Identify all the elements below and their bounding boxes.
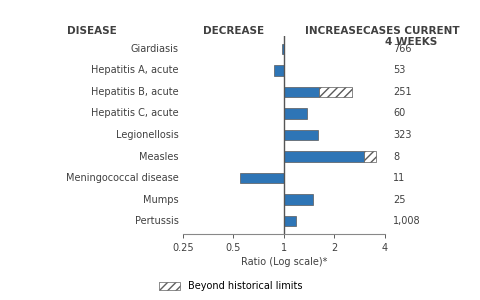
Text: 53: 53 — [392, 65, 405, 75]
Text: 251: 251 — [392, 87, 411, 97]
Text: INCREASE: INCREASE — [305, 26, 362, 35]
Bar — [281, 44, 283, 54]
Text: 11: 11 — [392, 173, 404, 183]
Text: 323: 323 — [392, 130, 410, 140]
Text: Meningococcal disease: Meningococcal disease — [66, 173, 179, 183]
Text: Mumps: Mumps — [143, 195, 179, 205]
Legend: Beyond historical limits: Beyond historical limits — [155, 278, 306, 295]
Text: 8: 8 — [392, 152, 398, 161]
Bar — [363, 151, 375, 162]
Text: DISEASE: DISEASE — [66, 26, 116, 35]
Bar — [283, 151, 363, 162]
Bar — [274, 65, 283, 76]
Text: Hepatitis A, acute: Hepatitis A, acute — [91, 65, 179, 75]
Bar — [283, 130, 317, 140]
Text: Hepatitis B, acute: Hepatitis B, acute — [91, 87, 179, 97]
Bar — [283, 87, 318, 97]
Bar — [283, 108, 307, 119]
Text: Pertussis: Pertussis — [134, 216, 179, 226]
Bar — [240, 173, 283, 183]
Text: 1,008: 1,008 — [392, 216, 420, 226]
Text: 766: 766 — [392, 44, 410, 54]
Bar — [318, 87, 351, 97]
Text: CASES CURRENT
4 WEEKS: CASES CURRENT 4 WEEKS — [362, 26, 458, 47]
Text: Legionellosis: Legionellosis — [116, 130, 179, 140]
Bar — [283, 194, 312, 205]
X-axis label: Ratio (Log scale)*: Ratio (Log scale)* — [240, 257, 326, 267]
Text: DECREASE: DECREASE — [202, 26, 264, 35]
Text: Measles: Measles — [139, 152, 179, 161]
Text: 60: 60 — [392, 109, 404, 118]
Text: Giardiasis: Giardiasis — [131, 44, 179, 54]
Text: 25: 25 — [392, 195, 405, 205]
Text: Hepatitis C, acute: Hepatitis C, acute — [91, 109, 179, 118]
Bar — [283, 216, 295, 226]
